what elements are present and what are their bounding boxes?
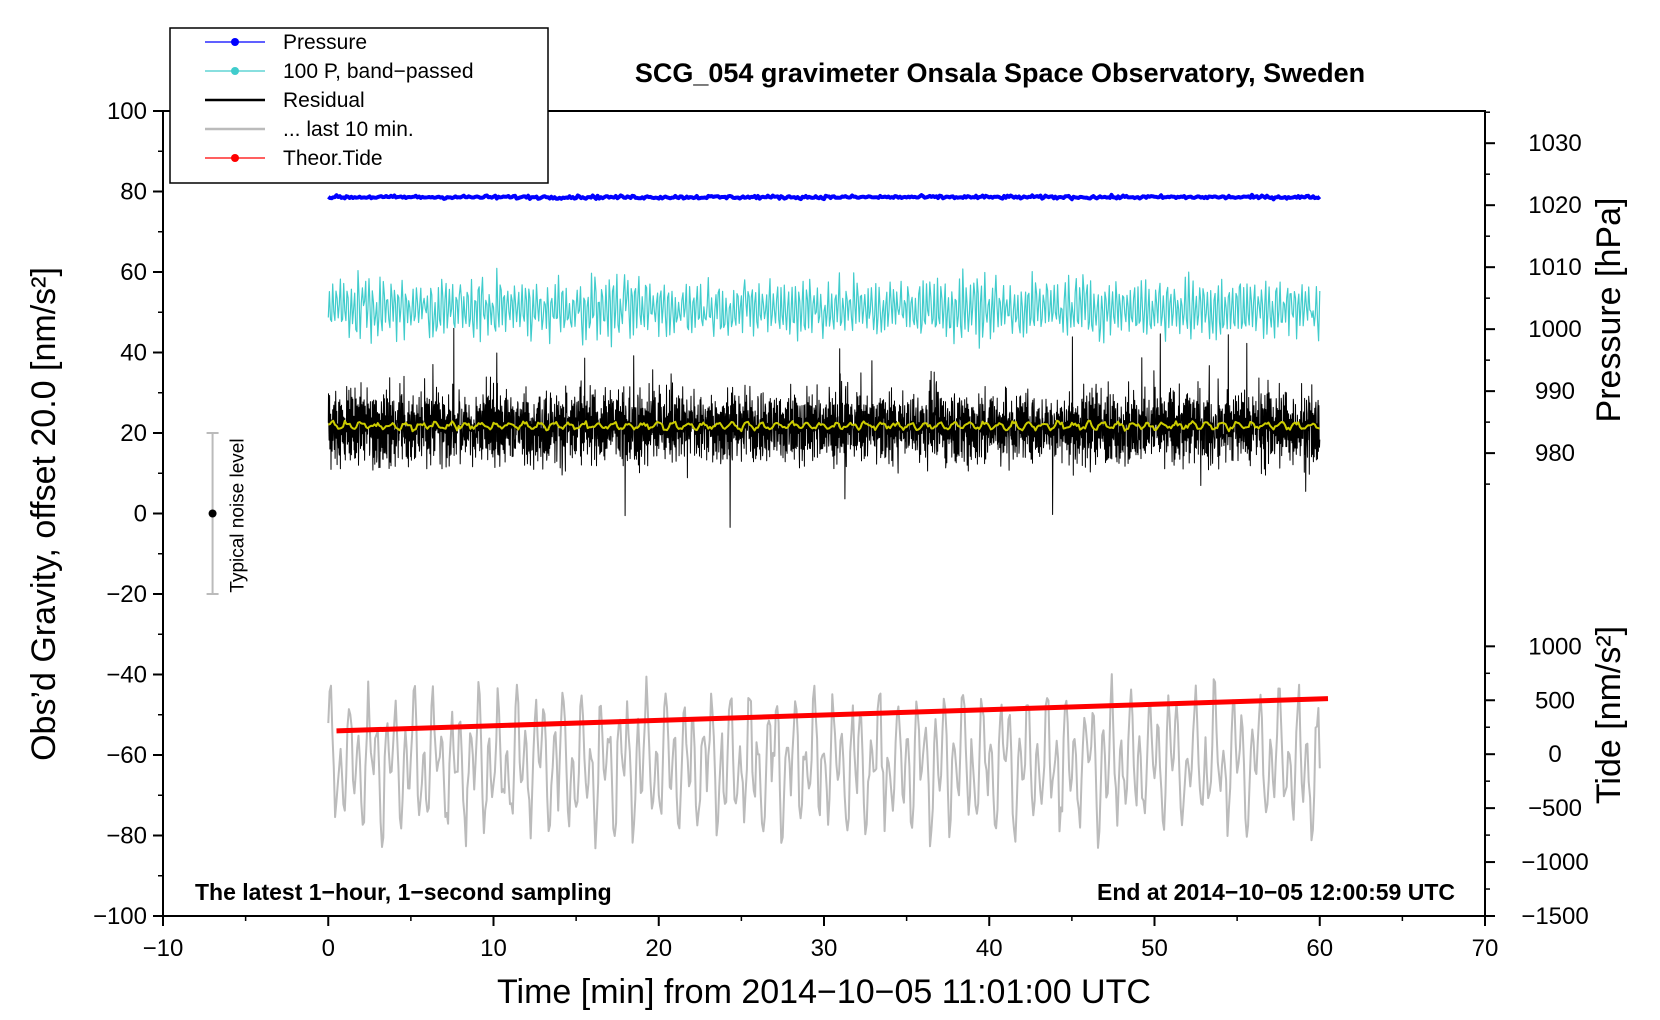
ticks-layer: −10 0 10 20 30 40 50 60 70−100−80−60−40−20020406…: [93, 98, 1589, 962]
series-theor-tide: [336, 696, 1329, 734]
legend: Pressure 100 P, band−passed Residual ... la…: [169, 27, 549, 184]
x-tick-label: 40: [976, 935, 1003, 962]
y-tick-label: 0: [134, 501, 147, 528]
y-tick-label: −80: [106, 823, 147, 850]
pressure-tick-label: 1020: [1528, 192, 1581, 219]
x-tick-label: 0: [322, 935, 335, 962]
x-tick-label: 50: [1141, 935, 1168, 962]
x-axis-title: Time [min] from 2014−10−05 11:01:00 UTC: [497, 973, 1151, 1011]
y-tick-label: −60: [106, 742, 147, 769]
y-tick-label: 80: [120, 179, 147, 206]
legend-label: Theor.Tide: [283, 147, 383, 170]
chart-title: SCG_054 gravimeter Onsala Space Observat…: [635, 58, 1365, 88]
tide-tick-label: −500: [1528, 795, 1582, 822]
x-tick-label: −10: [143, 935, 184, 962]
annotation-end-time: End at 2014−10−05 12:00:59 UTC: [1097, 879, 1455, 905]
legend-label: Pressure: [283, 31, 367, 54]
x-tick-label: 60: [1306, 935, 1333, 962]
tide-tick-label: −1000: [1521, 849, 1588, 876]
series-pressure-bandpassed: [327, 267, 1321, 349]
legend-label: 100 P, band−passed: [283, 60, 474, 83]
tide-tick-label: 0: [1548, 741, 1561, 768]
legend-label: ... last 10 min.: [283, 118, 414, 141]
x-tick-label: 70: [1472, 935, 1499, 962]
tide-tick-label: 500: [1535, 687, 1575, 714]
pressure-tick-label: 990: [1535, 378, 1575, 405]
legend-marker: [231, 38, 239, 46]
y-tick-label: −100: [93, 903, 147, 930]
series-pressure: [327, 192, 1322, 202]
tide-tick-label: 1000: [1528, 633, 1581, 660]
legend-marker: [231, 154, 239, 162]
noise-bar-group: Typical noise level: [206, 432, 249, 595]
y-tick-label: 100: [107, 98, 147, 125]
y-tick-label: −40: [106, 662, 147, 689]
pressure-axis-title: Pressure [hPa]: [1590, 198, 1628, 423]
annotation-sampling: The latest 1−hour, 1−second sampling: [195, 879, 612, 905]
series-residual: [327, 327, 1321, 528]
y-axis-title: Obs’d Gravity, offset 20.0 [nm/s²]: [25, 267, 63, 761]
x-tick-label: 30: [811, 935, 838, 962]
pressure-tick-label: 1010: [1528, 254, 1581, 281]
y-tick-label: 40: [120, 340, 147, 367]
plot-layer: [327, 192, 1329, 850]
y-tick-label: 20: [120, 420, 147, 447]
series-last-10-min: [327, 673, 1321, 850]
x-tick-label: 20: [645, 935, 672, 962]
noise-bar-center: [208, 509, 217, 518]
pressure-tick-label: 980: [1535, 440, 1575, 467]
series-residual-smoothed: [327, 419, 1321, 433]
noise-bar-label: Typical noise level: [228, 438, 249, 592]
x-tick-label: 10: [480, 935, 507, 962]
legend-marker: [231, 67, 239, 75]
y-tick-label: 60: [120, 259, 147, 286]
pressure-tick-label: 1030: [1528, 130, 1581, 157]
plot-frame: [162, 110, 1486, 917]
legend-label: Residual: [283, 89, 365, 112]
pressure-tick-label: 1000: [1528, 316, 1581, 343]
tide-axis-title: Tide [nm/s²]: [1590, 626, 1628, 804]
y-tick-label: −20: [106, 581, 147, 608]
tide-tick-label: −1500: [1521, 903, 1588, 930]
